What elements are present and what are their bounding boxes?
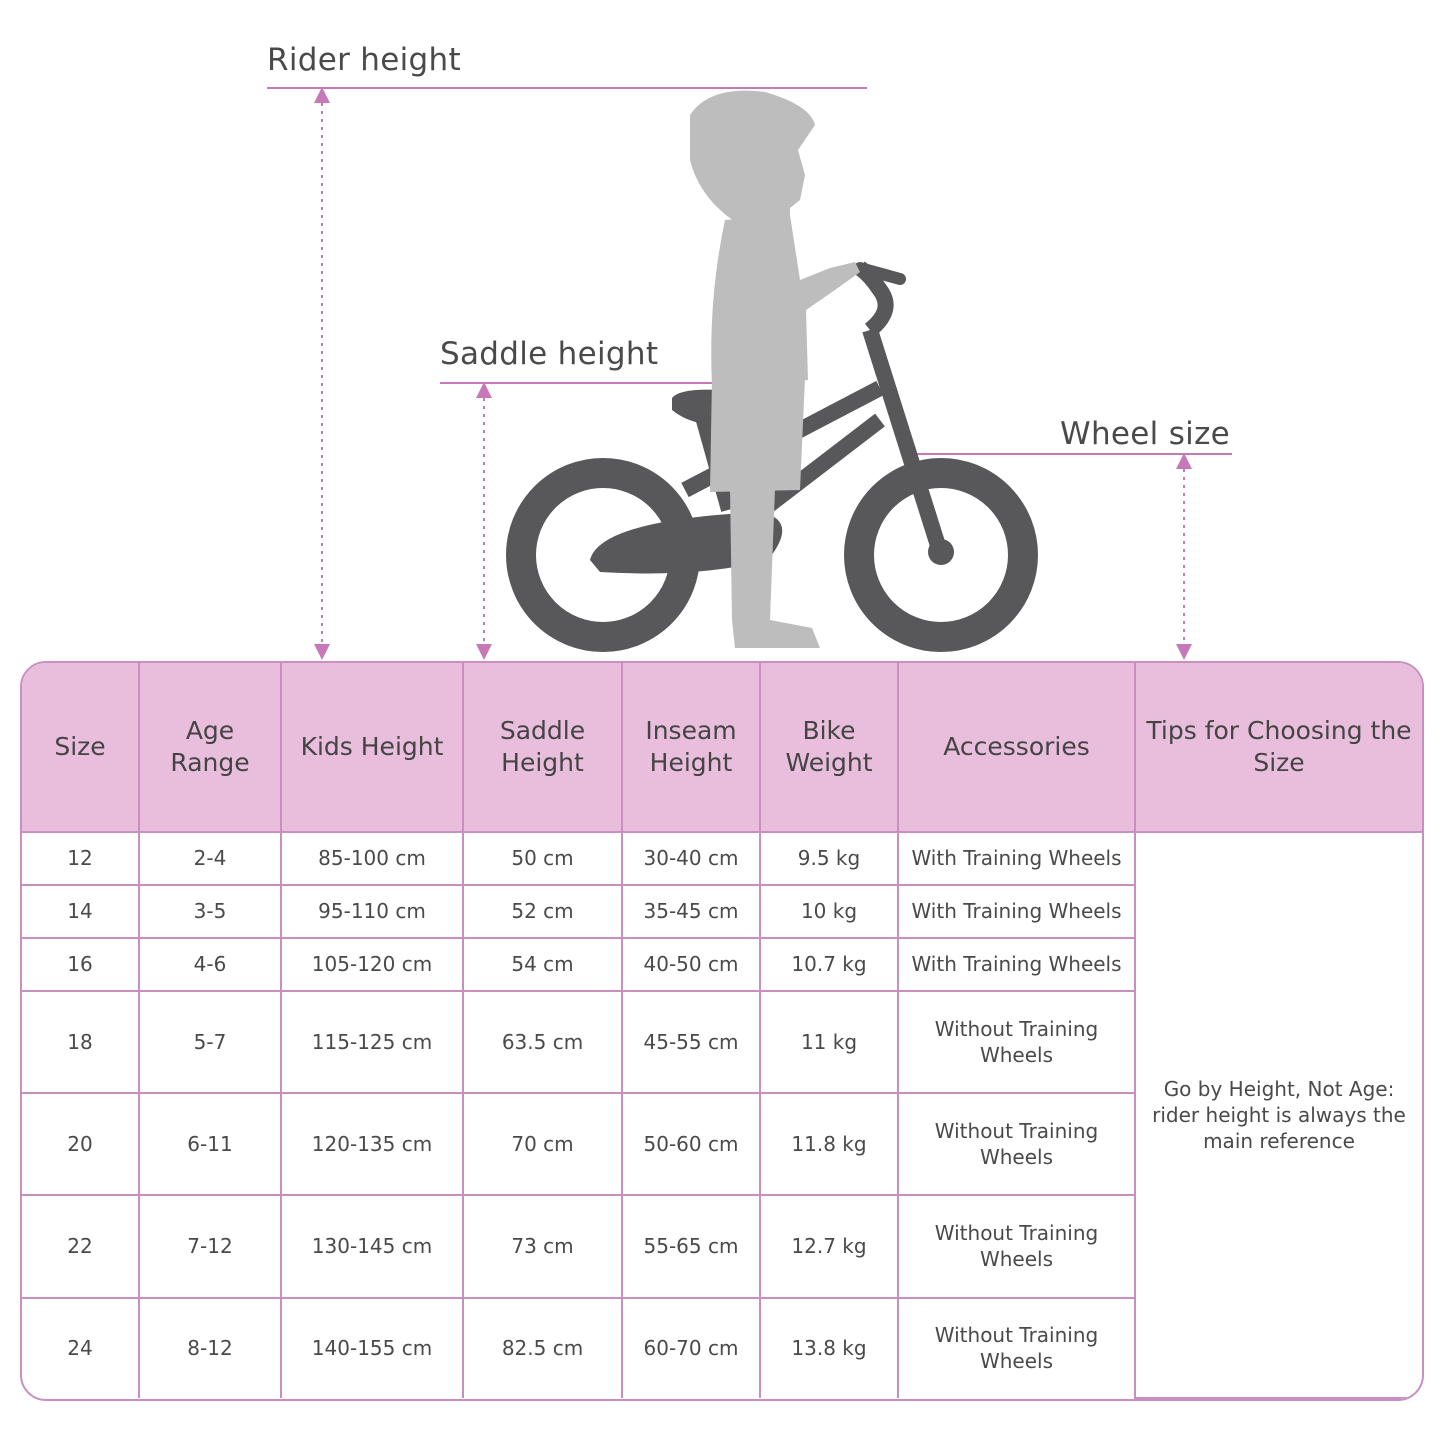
cell-inseam-height: 60-70 cm — [621, 1296, 761, 1398]
table-row: 12 2-4 85-100 cm 50 cm 30-40 cm 9.5 kg With Tr… — [22, 830, 1422, 1399]
rider-height-marker — [267, 87, 867, 660]
saddle-height-label: Saddle height — [440, 336, 659, 372]
header-inseam-height: Inseam Height — [621, 663, 761, 833]
cell-age-range: 3-5 — [138, 883, 282, 939]
table-row: 14 3-5 95-110 cm 52 cm 35-45 cm 10 kg With Tra… — [22, 883, 1422, 939]
cell-saddle-height: 63.5 cm — [462, 989, 623, 1094]
cell-age-range: 2-4 — [138, 830, 282, 886]
table-row: 24 8-12 140-155 cm 82.5 cm 60-70 cm 13.8 kg Wi… — [22, 1296, 1422, 1398]
header-age-range: Age Range — [138, 663, 282, 833]
cell-age-range: 6-11 — [138, 1091, 282, 1197]
table-row: 22 7-12 130-145 cm 73 cm 55-65 cm 12.7 kg With… — [22, 1194, 1422, 1299]
cell-accessories: With Training Wheels — [897, 830, 1136, 886]
bike-illustration — [267, 87, 1232, 660]
cell-bike-weight: 10 kg — [759, 883, 899, 939]
cell-accessories: With Training Wheels — [897, 936, 1136, 992]
cell-tips: Go by Height, Not Age: rider height is a… — [1134, 830, 1422, 1399]
cell-saddle-height: 52 cm — [462, 883, 623, 939]
cell-accessories: Without Training Wheels — [897, 1091, 1136, 1197]
cell-kids-height: 105-120 cm — [280, 936, 464, 992]
table-row: 16 4-6 105-120 cm 54 cm 40-50 cm 10.7 kg With … — [22, 936, 1422, 992]
cell-bike-weight: 13.8 kg — [759, 1296, 899, 1398]
header-kids-height: Kids Height — [280, 663, 464, 833]
rider-height-label: Rider height — [267, 42, 461, 78]
cell-age-range: 8-12 — [138, 1296, 282, 1398]
cell-kids-height: 85-100 cm — [280, 830, 464, 886]
cell-kids-height: 95-110 cm — [280, 883, 464, 939]
cell-saddle-height: 50 cm — [462, 830, 623, 886]
header-tips: Tips for Choosing the Size — [1134, 663, 1422, 833]
cell-size: 20 — [22, 1091, 140, 1197]
cell-kids-height: 115-125 cm — [280, 989, 464, 1094]
cell-inseam-height: 55-65 cm — [621, 1194, 761, 1299]
header-bike-weight: Bike Weight — [759, 663, 899, 833]
saddle-height-marker — [440, 382, 715, 660]
cell-size: 24 — [22, 1296, 140, 1398]
cell-age-range: 4-6 — [138, 936, 282, 992]
bike-silhouette — [506, 261, 1038, 652]
wheel-size-marker — [910, 453, 1232, 660]
cell-inseam-height: 45-55 cm — [621, 989, 761, 1094]
cell-age-range: 5-7 — [138, 989, 282, 1094]
header-saddle-height: Saddle Height — [462, 663, 623, 833]
cell-inseam-height: 50-60 cm — [621, 1091, 761, 1197]
table-row: 20 6-11 120-135 cm 70 cm 50-60 cm 11.8 kg With… — [22, 1091, 1422, 1197]
cell-inseam-height: 35-45 cm — [621, 883, 761, 939]
header-size: Size — [22, 663, 140, 833]
cell-saddle-height: 73 cm — [462, 1194, 623, 1299]
cell-inseam-height: 30-40 cm — [621, 830, 761, 886]
cell-size: 12 — [22, 830, 140, 886]
table-header-row: Size Age Range Kids Height Saddle Height… — [22, 663, 1422, 833]
cell-bike-weight: 9.5 kg — [759, 830, 899, 886]
cell-saddle-height: 70 cm — [462, 1091, 623, 1197]
rider-silhouette — [690, 90, 860, 648]
header-accessories: Accessories — [897, 663, 1136, 833]
cell-accessories: Without Training Wheels — [897, 1194, 1136, 1299]
cell-bike-weight: 11 kg — [759, 989, 899, 1094]
cell-kids-height: 130-145 cm — [280, 1194, 464, 1299]
cell-accessories: With Training Wheels — [897, 883, 1136, 939]
cell-saddle-height: 82.5 cm — [462, 1296, 623, 1398]
table-row: 18 5-7 115-125 cm 63.5 cm 45-55 cm 11 kg Witho… — [22, 989, 1422, 1094]
cell-size: 18 — [22, 989, 140, 1094]
cell-size: 22 — [22, 1194, 140, 1299]
cell-saddle-height: 54 cm — [462, 936, 623, 992]
cell-bike-weight: 11.8 kg — [759, 1091, 899, 1197]
wheel-size-label: Wheel size — [1060, 416, 1231, 452]
cell-accessories: Without Training Wheels — [897, 1296, 1136, 1398]
cell-bike-weight: 12.7 kg — [759, 1194, 899, 1299]
cell-accessories: Without Training Wheels — [897, 989, 1136, 1094]
cell-age-range: 7-12 — [138, 1194, 282, 1299]
cell-size: 14 — [22, 883, 140, 939]
size-chart-table: Size Age Range Kids Height Saddle Height… — [20, 661, 1424, 1401]
cell-kids-height: 120-135 cm — [280, 1091, 464, 1197]
cell-bike-weight: 10.7 kg — [759, 936, 899, 992]
cell-kids-height: 140-155 cm — [280, 1296, 464, 1398]
cell-size: 16 — [22, 936, 140, 992]
cell-inseam-height: 40-50 cm — [621, 936, 761, 992]
